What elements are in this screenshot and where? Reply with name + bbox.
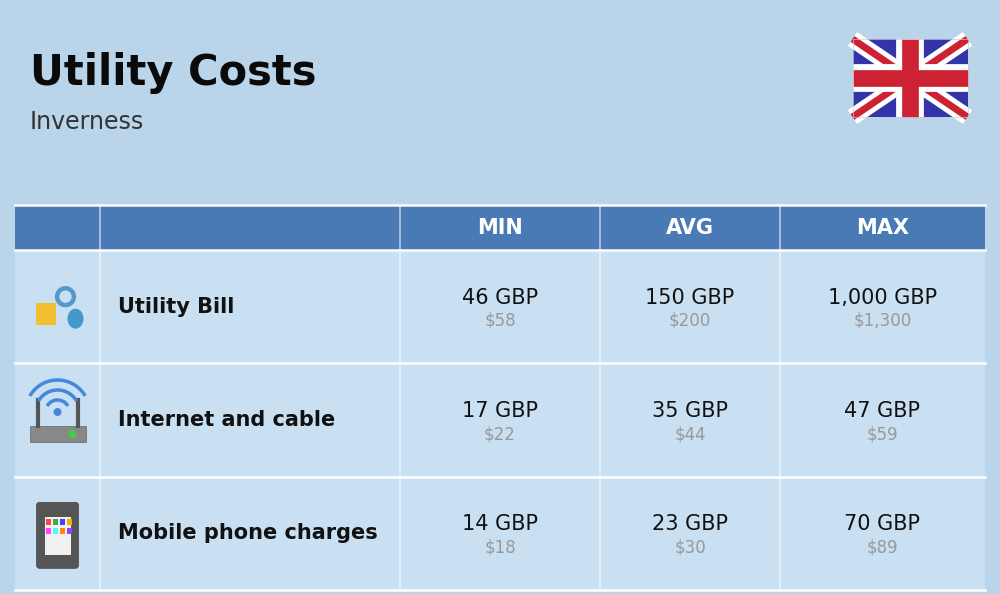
Text: $30: $30 [674,538,706,557]
Bar [44,517,70,555]
Text: $1,300: $1,300 [853,312,912,330]
Text: $44: $44 [674,425,706,443]
Text: 70 GBP: 70 GBP [844,514,920,535]
Bar [15,205,985,250]
Ellipse shape [68,309,84,328]
Bar [60,528,64,535]
Bar [46,519,50,525]
Text: $89: $89 [867,538,898,557]
Bar [15,250,985,364]
Bar [60,519,64,525]
FancyBboxPatch shape [36,503,78,568]
Text: 35 GBP: 35 GBP [652,401,728,421]
Text: AVG: AVG [666,217,714,238]
Text: Mobile phone charges: Mobile phone charges [118,523,378,544]
Text: Inverness: Inverness [30,110,144,134]
Text: 17 GBP: 17 GBP [462,401,538,421]
Text: Utility Costs: Utility Costs [30,52,316,94]
Text: Internet and cable: Internet and cable [118,410,335,430]
Text: 23 GBP: 23 GBP [652,514,728,535]
Circle shape [59,290,72,303]
Text: $200: $200 [669,312,711,330]
Bar [30,426,86,442]
Circle shape [54,408,62,416]
Bar [46,528,50,535]
Bar [66,528,72,535]
Text: $58: $58 [484,312,516,330]
Text: 46 GBP: 46 GBP [462,287,538,308]
Bar [852,39,968,117]
Bar [852,39,968,117]
Bar [52,519,58,525]
Text: 1,000 GBP: 1,000 GBP [828,287,937,308]
Text: 150 GBP: 150 GBP [645,287,735,308]
Text: MIN: MIN [477,217,523,238]
Text: 14 GBP: 14 GBP [462,514,538,535]
Bar [66,519,72,525]
Text: Utility Bill: Utility Bill [118,296,234,317]
Bar [52,528,58,535]
Text: $18: $18 [484,538,516,557]
Bar [15,364,985,476]
Text: MAX: MAX [856,217,909,238]
Text: $59: $59 [867,425,898,443]
Circle shape [55,286,76,307]
Bar [15,476,985,590]
Circle shape [68,430,76,438]
Text: $22: $22 [484,425,516,443]
Text: 47 GBP: 47 GBP [844,401,920,421]
Bar [36,303,56,325]
